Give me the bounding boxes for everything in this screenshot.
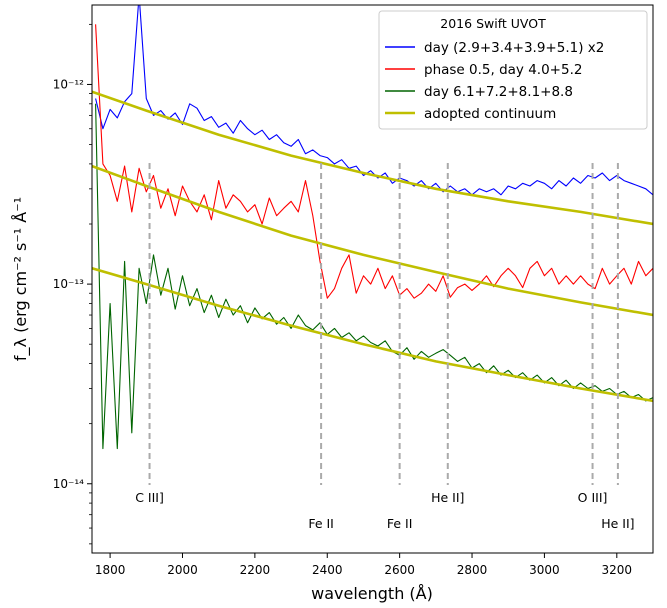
continuum-curve: [92, 164, 653, 317]
continuum-curve: [92, 267, 653, 403]
legend-entry-label: phase 0.5, day 4.0+5.2: [424, 62, 582, 78]
x-axis-label: wavelength (Å): [311, 584, 433, 603]
y-tick-label: 10⁻¹²: [53, 77, 84, 91]
annotation-label: Fe II: [387, 516, 413, 531]
legend: 2016 Swift UVOT day (2.9+3.4+3.9+5.1) x2 p…: [378, 10, 648, 130]
legend-entry-label: day (2.9+3.4+3.9+5.1) x2: [424, 40, 604, 56]
x-tick-label: 2000: [167, 563, 198, 577]
spectrum-line: [95, 24, 653, 299]
annotation-label: He II]: [431, 490, 464, 505]
continuum-curve: [92, 90, 653, 226]
plot-frame: [91, 4, 654, 554]
annotation-label: He II]: [601, 516, 634, 531]
series-layer: [92, 5, 653, 450]
annotation-label: C III]: [135, 490, 164, 505]
y-tick-label: 10⁻¹³: [53, 277, 84, 291]
x-tick-label: 1800: [95, 563, 126, 577]
x-tick-label: 2600: [384, 563, 415, 577]
x-tick-label: 3000: [529, 563, 560, 577]
x-tick-label: 2400: [312, 563, 343, 577]
x-tick-label: 3200: [602, 563, 633, 577]
annotation-label: O III]: [578, 490, 608, 505]
legend-entry-label: adopted continuum: [424, 106, 556, 122]
legend-title: 2016 Swift UVOT: [440, 16, 546, 31]
annotation-layer: C III] Fe II Fe II He II] O III] He II]: [135, 163, 635, 531]
y-tick-label: 10⁻¹⁴: [53, 477, 84, 491]
legend-box: [378, 10, 648, 130]
annotation-label: Fe II: [308, 516, 334, 531]
x-tick-label: 2200: [240, 563, 271, 577]
x-tick-label: 2800: [457, 563, 488, 577]
axis-layer: 1800 2000 2200 2400 2600 2800 3000 3200 10⁻¹⁴ 10⁻…: [53, 23, 633, 577]
legend-entry-label: day 6.1+7.2+8.1+8.8: [424, 84, 573, 100]
y-axis-label: f_λ (erg cm⁻² s⁻¹ Å⁻¹: [11, 197, 31, 361]
